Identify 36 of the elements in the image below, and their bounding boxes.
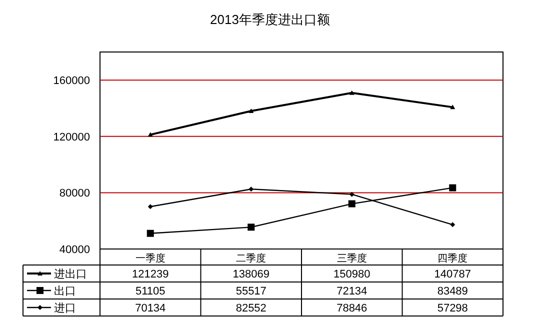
data-label: 57298: [437, 302, 468, 314]
data-label: 72134: [336, 285, 368, 298]
x-tick-label: 三季度: [336, 252, 367, 264]
data-label: 70134: [135, 302, 166, 314]
data-label: 140787: [434, 268, 471, 280]
legend-label: 进口: [54, 301, 76, 314]
point: [450, 104, 456, 110]
data-label: 55517: [236, 285, 266, 298]
point: [248, 108, 254, 114]
point: [148, 132, 153, 137]
point: [349, 192, 354, 197]
y-tick-label: 160000: [53, 74, 90, 87]
x-tick-label: 一季度: [135, 252, 166, 264]
data-label: 121239: [132, 268, 169, 280]
data-label: 51105: [135, 285, 166, 298]
point: [450, 222, 456, 228]
data-label: 150980: [334, 268, 370, 280]
point: [348, 200, 356, 208]
legend-label: 出口: [54, 284, 76, 298]
y-tick-label: 40000: [59, 244, 90, 256]
point: [146, 230, 154, 237]
x-tick-label: 二季度: [236, 252, 266, 264]
point: [248, 186, 254, 192]
x-tick-label: 四季度: [438, 252, 468, 264]
chart-title: 2013年季度进出口额: [210, 12, 330, 27]
data-label: 82552: [236, 302, 266, 314]
data-label: 83489: [437, 285, 468, 298]
point: [449, 184, 456, 192]
legend-label: 进出口: [54, 267, 87, 280]
y-tick-label: 80000: [59, 188, 90, 200]
data-label: 78846: [336, 302, 368, 314]
point: [248, 224, 255, 231]
point: [148, 204, 153, 210]
data-label: 138069: [232, 268, 270, 280]
y-tick-label: 120000: [53, 131, 90, 144]
point: [349, 90, 354, 95]
